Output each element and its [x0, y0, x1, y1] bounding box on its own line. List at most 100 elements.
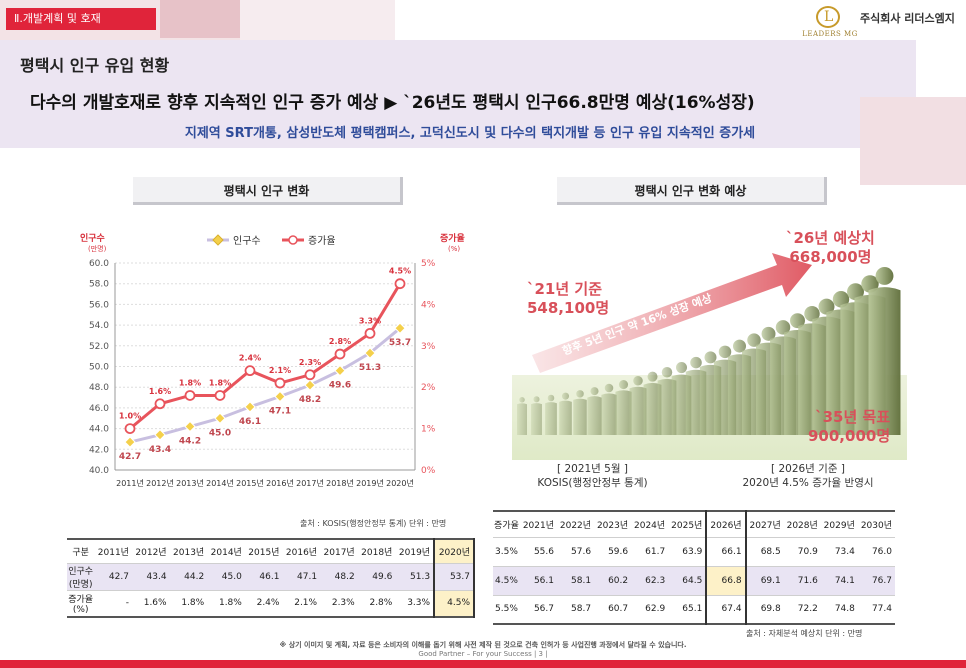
- x-tick-label: 2014년: [206, 478, 234, 488]
- footer-bar: [0, 660, 966, 668]
- person-head: [875, 267, 894, 285]
- table-header-cell: 2016년: [282, 539, 321, 564]
- person-head: [675, 362, 688, 374]
- data-label-population: 51.3: [359, 363, 381, 373]
- x-tick-label: 2020년: [386, 478, 414, 488]
- table-cell: -: [94, 590, 132, 618]
- table-header-cell: 2020년: [433, 539, 475, 564]
- table-row: 5.5% 56.7 58.7 60.7 62.9 65.1 67.4 69.8 72.2 74.8…: [493, 595, 895, 625]
- person-head: [775, 320, 791, 335]
- table-cell: 61.7: [631, 537, 669, 567]
- table-header-cell: 2023년: [594, 511, 632, 538]
- logo-icon: [816, 6, 840, 28]
- table-cell: 77.4: [857, 595, 895, 625]
- person-head: [761, 326, 776, 341]
- person-head: [547, 394, 555, 402]
- x-tick-label: 2017년: [296, 478, 324, 488]
- caption-right-basis: 2020년 4.5% 증가율 반영시: [742, 477, 874, 489]
- page-title: 평택시 인구 유입 현황: [20, 56, 170, 75]
- label-2035-value: 900,000명: [808, 427, 891, 445]
- data-point-rate: [364, 327, 376, 339]
- y-tick-label: 60.0: [89, 259, 109, 269]
- data-label-rate: 1.6%: [149, 387, 171, 396]
- y-tick-label: 44.0: [89, 425, 109, 435]
- y2-axis-unit: (%): [448, 245, 460, 253]
- table-header-cell: 2025년: [668, 511, 707, 538]
- y-tick-label: 50.0: [89, 363, 109, 373]
- table-cell: 59.6: [594, 537, 632, 567]
- label-2035: `35년 목표 900,000명: [808, 408, 890, 446]
- table-cell: 4.5%: [433, 590, 475, 618]
- person-head: [733, 339, 746, 353]
- person-silhouette: [629, 386, 647, 435]
- person-head: [704, 351, 717, 364]
- data-point-population: [214, 412, 226, 424]
- caption-right: [ 2026년 기준 ] 2020년 4.5% 증가율 반영시: [708, 462, 908, 490]
- table-cell: 4.5%: [493, 566, 520, 596]
- population-table: 구분 2011년 2012년 2013년 2014년 2015년 2016년 2017년 201…: [67, 538, 475, 618]
- y2-axis-title: 증가율: [440, 232, 465, 244]
- person-head: [604, 383, 614, 393]
- table-cell: 71.6: [783, 566, 821, 596]
- table-header-cell: 2029년: [820, 511, 858, 538]
- person-silhouette: [615, 390, 632, 435]
- person-head: [832, 291, 850, 308]
- left-source: 출처 : KOSIS(행정안정부 통계) 단위 : 만명: [300, 519, 447, 528]
- series-line-population: [129, 327, 401, 444]
- table-cell: 60.7: [594, 595, 632, 625]
- table-header-cell: 구분: [67, 539, 95, 564]
- forecast-table: 증가율 2021년 2022년 2023년 2024년 2025년 2026년 2027년 20…: [493, 510, 895, 625]
- table-cell: 42.7: [94, 563, 132, 591]
- label-2021-title: `21년 기준: [527, 280, 602, 298]
- data-label-rate: 3.3%: [359, 316, 381, 325]
- table-cell: 2.8%: [357, 590, 396, 618]
- table-cell: 72.2: [783, 595, 821, 625]
- table-cell: 69.8: [745, 595, 784, 625]
- table-cell: 2.4%: [244, 590, 283, 618]
- table-cell: 74.8: [820, 595, 858, 625]
- data-label-population: 47.1: [269, 407, 291, 417]
- data-label-rate: 2.4%: [239, 354, 261, 363]
- table-cell: 1.8%: [169, 590, 208, 618]
- person-head: [861, 275, 879, 293]
- series-line-rate: [129, 282, 402, 430]
- person-silhouette: [517, 403, 527, 435]
- header-decoration: [160, 0, 240, 38]
- x-tick-label: 2012년: [146, 478, 174, 488]
- person-silhouette: [868, 287, 901, 435]
- table-header-cell: 2012년: [131, 539, 170, 564]
- right-panel-title: 평택시 인구 변화 예상: [557, 177, 827, 205]
- data-point-population: [334, 364, 346, 377]
- y-tick-label: 48.0: [89, 383, 109, 393]
- table-cell: 증가율 (%): [67, 590, 95, 618]
- person-head: [690, 356, 702, 369]
- table-header-cell: 2024년: [631, 511, 669, 538]
- table-header-cell: 증가율: [493, 511, 520, 538]
- table-header-cell: 2022년: [557, 511, 595, 538]
- legend-label-rate: 증가율: [308, 235, 336, 247]
- table-cell: 57.6: [557, 537, 595, 567]
- y-tick-label: 54.0: [89, 321, 109, 331]
- company-logo: LEADERS MG: [800, 6, 860, 40]
- x-tick-label: 2013년: [176, 478, 204, 488]
- data-label-rate: 2.1%: [269, 366, 291, 375]
- table-cell: 69.1: [745, 566, 784, 596]
- person-head: [790, 313, 805, 329]
- y2-tick-label: 2%: [421, 383, 436, 393]
- data-point-population: [394, 322, 406, 334]
- company-name: 주식회사 리더스엠지: [860, 12, 955, 25]
- person-head: [804, 306, 820, 322]
- person-head: [661, 366, 673, 378]
- growth-arrow: [532, 253, 812, 373]
- data-point-population: [154, 429, 166, 441]
- table-cell: 73.4: [820, 537, 858, 567]
- y-tick-label: 56.0: [89, 300, 109, 310]
- table-header-cell: 2013년: [169, 539, 208, 564]
- label-2021: `21년 기준 548,100명: [527, 280, 609, 318]
- data-point-rate: [274, 377, 286, 389]
- person-silhouette: [531, 403, 542, 435]
- data-point-population: [274, 390, 286, 403]
- table-cell: 5.5%: [493, 595, 520, 625]
- y-axis-unit: (만명): [88, 244, 107, 253]
- table-cell: 68.5: [745, 537, 784, 567]
